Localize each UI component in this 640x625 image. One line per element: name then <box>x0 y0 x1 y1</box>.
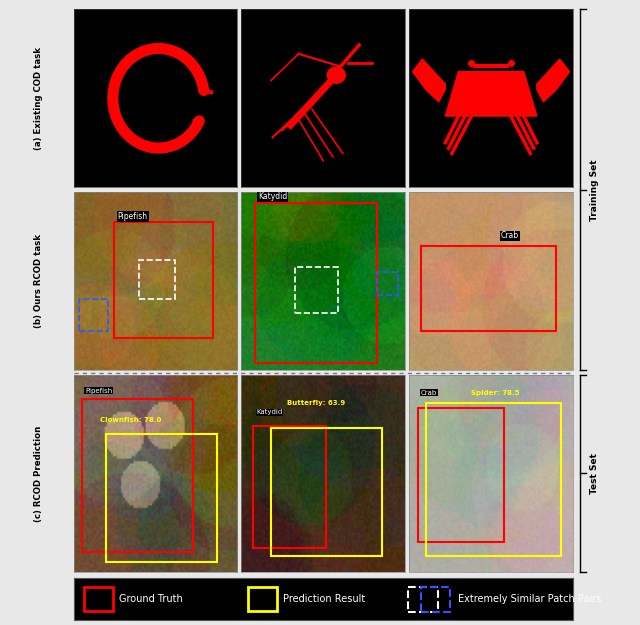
Bar <box>296 267 338 313</box>
Bar <box>426 402 561 556</box>
Text: Training Set: Training Set <box>590 159 599 221</box>
Text: Ground Truth: Ground Truth <box>118 594 182 604</box>
Polygon shape <box>537 59 570 102</box>
Text: (a) Existing COD task: (a) Existing COD task <box>34 47 43 150</box>
Bar <box>253 426 326 548</box>
Polygon shape <box>327 67 345 83</box>
Text: Extremely Similar Patch Pairs: Extremely Similar Patch Pairs <box>458 594 602 604</box>
Text: Pipefish: Pipefish <box>85 388 112 394</box>
Bar <box>82 399 193 552</box>
Text: Clownfish: 78.0: Clownfish: 78.0 <box>100 418 161 423</box>
Bar <box>139 260 175 299</box>
Bar <box>84 588 113 611</box>
Bar <box>115 222 212 338</box>
Bar <box>79 299 108 331</box>
Text: (c) RCOD Prediction: (c) RCOD Prediction <box>34 426 43 522</box>
Polygon shape <box>413 59 445 102</box>
Text: Crab: Crab <box>501 231 519 241</box>
Bar <box>420 586 451 612</box>
Bar <box>248 588 277 611</box>
Text: Katydid: Katydid <box>256 409 282 416</box>
Bar <box>377 272 398 296</box>
Text: Spider: 78.5: Spider: 78.5 <box>472 390 520 396</box>
Text: Katydid: Katydid <box>258 192 287 201</box>
Bar <box>417 409 504 542</box>
Text: Pipefish: Pipefish <box>118 212 148 221</box>
Text: Test Set: Test Set <box>590 453 599 494</box>
Bar <box>408 586 438 612</box>
Bar <box>421 246 556 331</box>
Bar <box>106 434 218 562</box>
Text: Butterfly: 63.9: Butterfly: 63.9 <box>287 399 346 406</box>
Bar <box>271 428 382 556</box>
Bar <box>255 203 377 363</box>
Text: Prediction Result: Prediction Result <box>284 594 365 604</box>
Text: Crab: Crab <box>421 390 437 396</box>
Text: (b) Ours RCOD task: (b) Ours RCOD task <box>34 234 43 328</box>
Polygon shape <box>445 72 537 116</box>
